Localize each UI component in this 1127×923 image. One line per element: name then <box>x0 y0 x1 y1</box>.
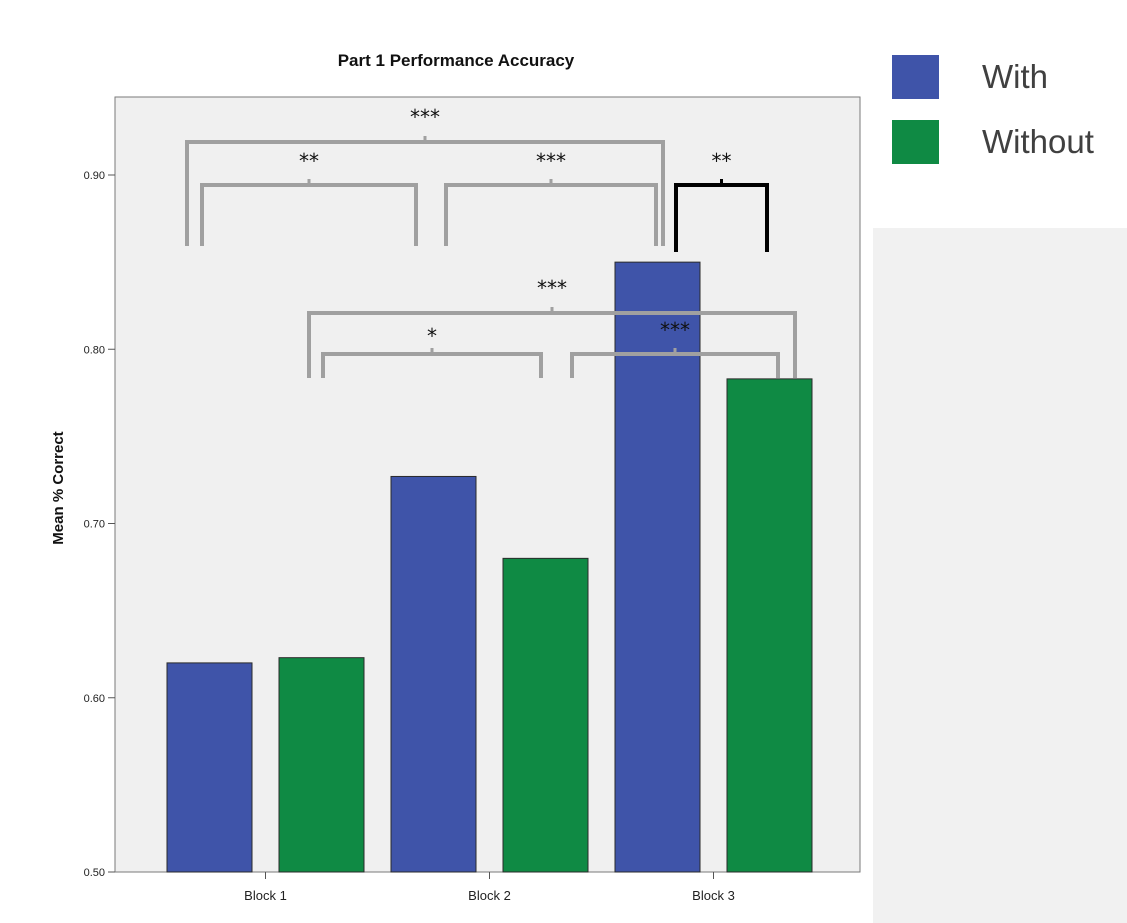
legend-swatch-without <box>892 120 939 164</box>
y-tick-label: 0.90 <box>84 170 105 182</box>
x-tick-label: Block 2 <box>468 888 511 903</box>
legend-label-with: With <box>982 58 1048 95</box>
legend-panel <box>873 0 1127 228</box>
significance-label: ** <box>299 149 319 173</box>
bar-block-3-with <box>614 261 701 873</box>
y-axis-label: Mean % Correct <box>50 431 67 544</box>
significance-label: *** <box>410 105 440 129</box>
x-tick-label: Block 3 <box>692 888 735 903</box>
significance-label: * <box>427 324 437 348</box>
legend-label-without: Without <box>982 123 1094 160</box>
y-tick-label: 0.50 <box>84 867 105 879</box>
bar-block-2-with <box>390 475 477 873</box>
side-background <box>873 228 1127 923</box>
y-tick-label: 0.80 <box>84 344 105 356</box>
bar-block-1-with <box>166 662 253 873</box>
bar-block-3-without <box>726 378 813 873</box>
x-tick-label: Block 1 <box>244 888 287 903</box>
significance-label: *** <box>536 149 566 173</box>
bar-block-1-without <box>278 657 365 873</box>
significance-label: ** <box>712 149 732 173</box>
y-tick-label: 0.70 <box>84 519 105 531</box>
chart-title: Part 1 Performance Accuracy <box>338 51 575 70</box>
bar-block-2-without <box>502 557 589 873</box>
significance-label: *** <box>660 318 690 342</box>
legend-swatch-with <box>892 55 939 99</box>
y-tick-label: 0.60 <box>84 693 105 705</box>
significance-label: *** <box>537 276 567 300</box>
